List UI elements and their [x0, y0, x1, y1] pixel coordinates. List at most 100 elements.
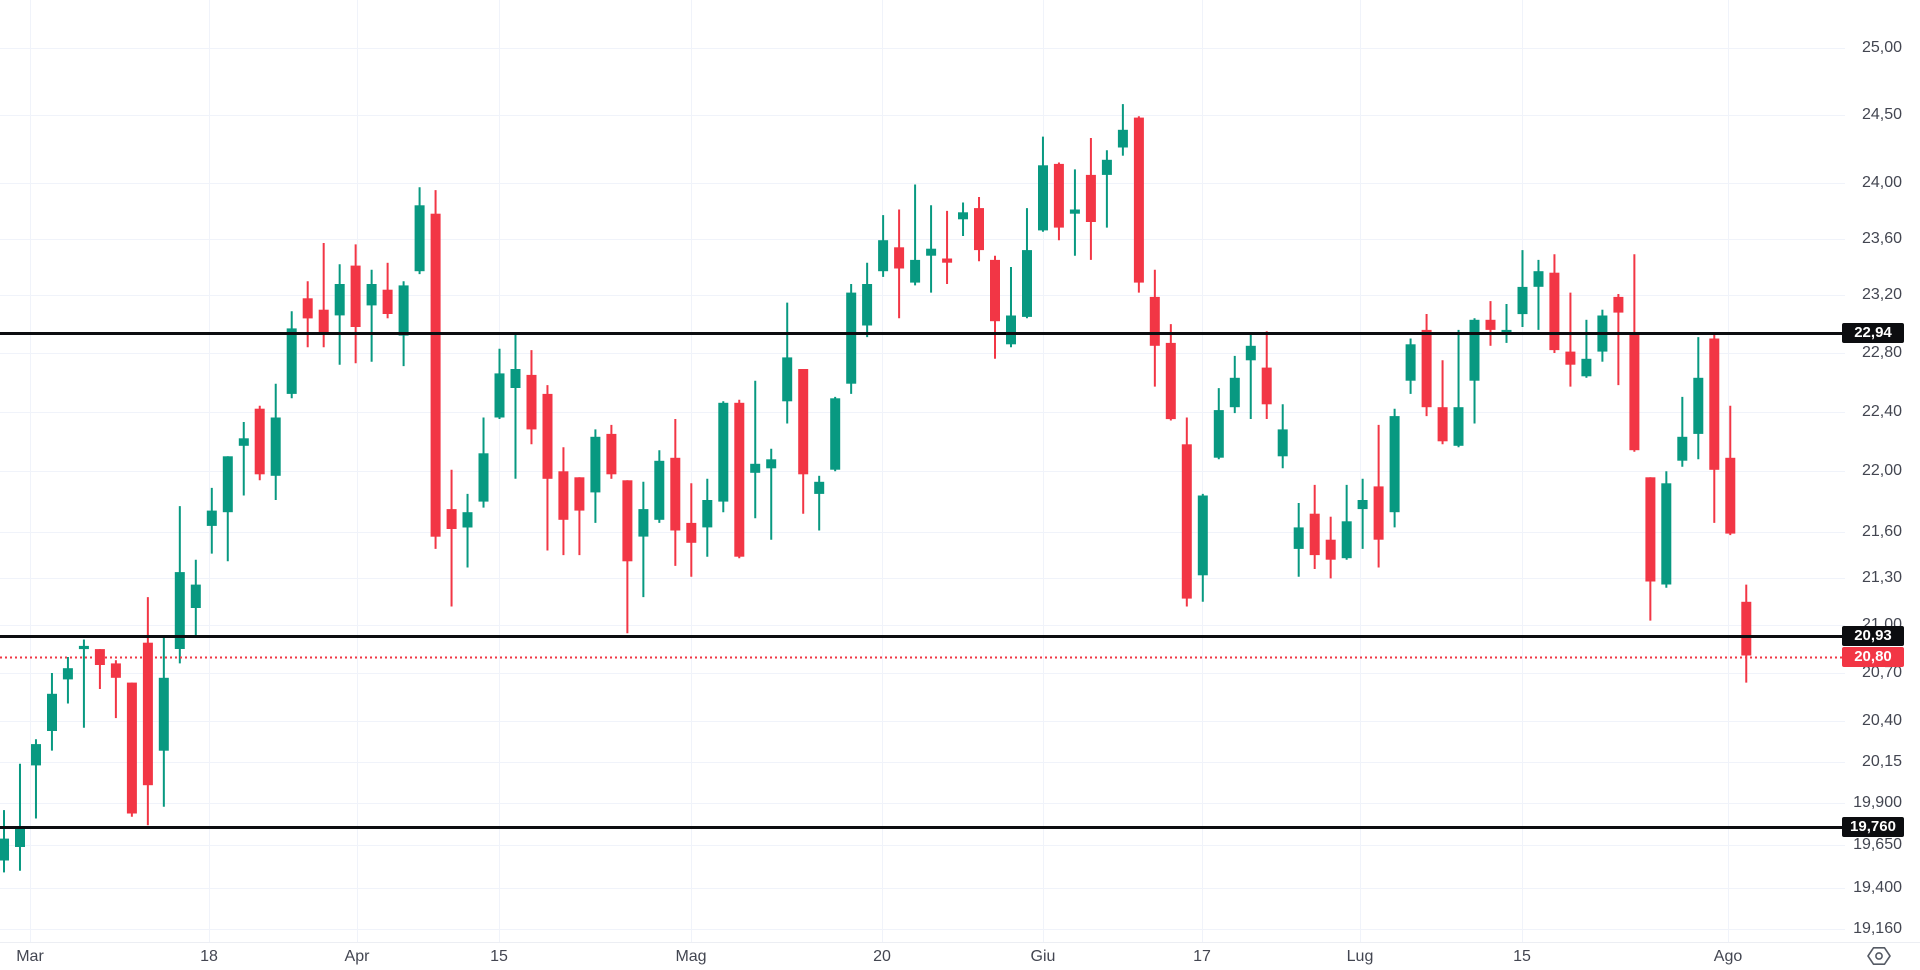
candle-body [846, 292, 857, 384]
candle [1709, 332, 1720, 523]
candle [830, 396, 841, 472]
candle-body [110, 663, 121, 678]
candle-body [1661, 483, 1672, 585]
time-tick-label: Lug [1346, 948, 1374, 965]
candle [590, 429, 601, 523]
candles [0, 104, 1752, 873]
candle-body [1645, 477, 1656, 582]
candle-body [254, 408, 265, 475]
price-tick-label: 19,160 [1853, 920, 1902, 937]
candle-body [78, 645, 89, 650]
price-tick-label: 19,400 [1853, 879, 1902, 896]
candle-body [1613, 296, 1624, 313]
candle-body [974, 208, 984, 251]
candle-body [366, 284, 377, 306]
time-tick-label: Ago [1713, 948, 1743, 965]
candle-body [670, 457, 681, 531]
candle [1405, 338, 1416, 394]
candle [190, 559, 201, 637]
candle [78, 639, 89, 728]
candle [654, 450, 665, 523]
candle-body [1725, 457, 1736, 534]
time-tick-label: 15 [1513, 948, 1531, 965]
candle [606, 424, 617, 479]
candle-body [782, 357, 793, 402]
candle-body [1053, 163, 1064, 228]
candle-body [1277, 429, 1288, 457]
candle [814, 475, 825, 531]
price-line-label-22-94: 22,94 [1842, 323, 1904, 343]
price-line-label-text: 20,93 [1854, 627, 1892, 644]
candle-body [494, 373, 505, 418]
candle [1229, 355, 1240, 414]
candle-body [1133, 117, 1144, 283]
candle [126, 682, 137, 817]
candle [1117, 104, 1128, 156]
candle-body [990, 259, 1000, 322]
candle-body [398, 285, 409, 336]
candle [1022, 208, 1032, 319]
candle-body [910, 259, 921, 283]
candle [222, 456, 233, 562]
candle-body [446, 509, 457, 529]
candle-body [558, 471, 569, 520]
candle-body [1549, 272, 1560, 351]
candle [414, 187, 425, 275]
candle-body [958, 212, 968, 220]
candle-body [190, 584, 201, 608]
candle [94, 649, 105, 689]
candle-body [1006, 315, 1016, 345]
candle-body [526, 374, 537, 430]
axis-settings-icon[interactable] [1866, 945, 1892, 967]
candle [1133, 116, 1144, 293]
candle [142, 597, 153, 826]
candle [1581, 319, 1592, 378]
price-tick-label: 19,650 [1853, 836, 1902, 853]
candle-body [478, 453, 489, 502]
time-tick-label: 17 [1193, 948, 1211, 965]
candle [1245, 332, 1256, 419]
candle [510, 332, 521, 479]
candle-body [574, 477, 585, 511]
candle [766, 448, 777, 540]
candle-body [1245, 345, 1256, 361]
candle [1549, 254, 1560, 353]
candle-body [158, 677, 169, 751]
candle [270, 383, 281, 500]
time-tick-label: 15 [490, 948, 508, 965]
price-line-label-text: 19,760 [1850, 818, 1896, 835]
candle [62, 657, 73, 704]
candle-body [31, 744, 41, 766]
candle [350, 244, 361, 364]
candle [1389, 408, 1400, 528]
candle [1501, 304, 1512, 343]
candle [110, 660, 121, 719]
candle [1645, 477, 1656, 621]
candle [910, 184, 921, 286]
candle [1437, 360, 1448, 445]
candle [718, 401, 729, 513]
candle [478, 417, 489, 508]
candle [1613, 294, 1624, 386]
candle-body [1038, 165, 1048, 231]
time-tick-label: 20 [873, 948, 891, 965]
candle-body [1517, 286, 1528, 315]
candle [1277, 404, 1288, 469]
candle [1149, 269, 1160, 387]
price-tick-label: 19,900 [1853, 794, 1902, 811]
candle [526, 350, 537, 445]
price-tick-label: 24,50 [1861, 106, 1902, 123]
candle-body [814, 481, 825, 494]
last-price-label-20-80: 20,80 [1842, 647, 1904, 667]
candle [1325, 516, 1336, 579]
candle-body [878, 240, 889, 272]
candle-body [1149, 296, 1160, 346]
candle [702, 478, 713, 557]
candle-body [830, 398, 841, 470]
candle [926, 205, 937, 293]
candle-body [1165, 342, 1176, 420]
price-tick-label: 20,40 [1861, 712, 1902, 729]
candle [846, 284, 857, 394]
candle [302, 281, 313, 348]
